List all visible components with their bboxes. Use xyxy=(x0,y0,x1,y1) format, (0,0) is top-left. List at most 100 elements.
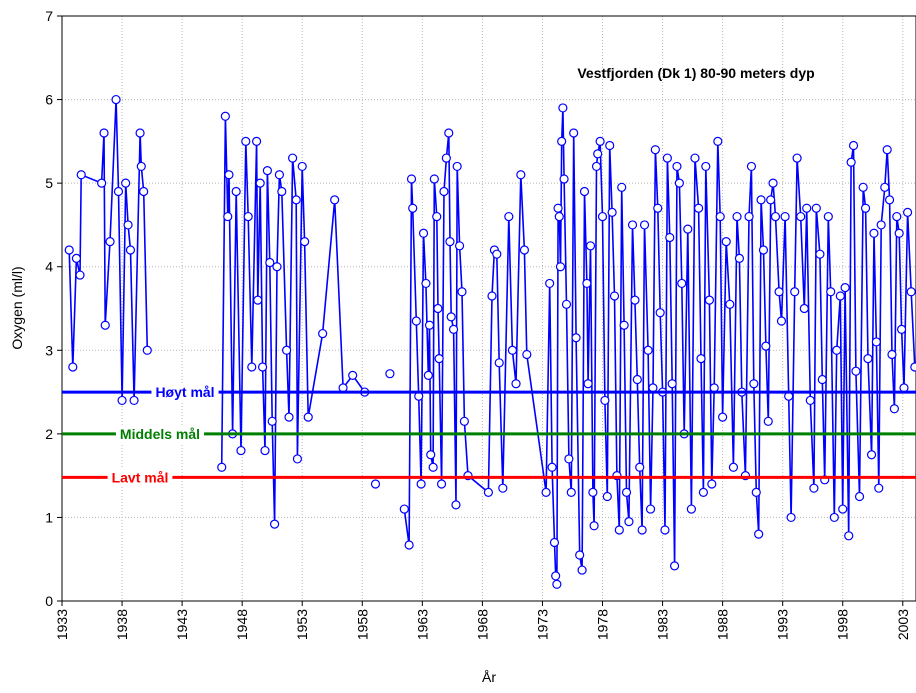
data-point xyxy=(561,299,572,309)
data-point xyxy=(796,211,806,222)
data-point xyxy=(571,333,581,343)
y-axis-label: Oxygen (ml/l) xyxy=(9,266,25,349)
reference-label: Lavt mål xyxy=(112,469,169,485)
data-point xyxy=(385,369,395,379)
x-tick-label: 1973 xyxy=(534,609,550,640)
data-point xyxy=(265,257,275,268)
data-point xyxy=(231,186,241,197)
data-point xyxy=(291,195,301,205)
data-point xyxy=(639,220,650,230)
data-point xyxy=(704,295,715,305)
y-tick-label: 7 xyxy=(45,8,53,24)
data-point xyxy=(555,262,566,272)
x-tick-label: 1968 xyxy=(474,609,490,640)
data-point xyxy=(300,237,310,247)
data-point xyxy=(860,203,871,213)
data-point xyxy=(251,136,262,146)
data-point xyxy=(650,145,660,155)
data-point xyxy=(551,571,561,581)
data-point xyxy=(823,211,833,222)
data-point xyxy=(255,178,265,188)
data-point xyxy=(621,487,632,497)
data-point xyxy=(558,103,568,113)
data-point xyxy=(792,153,802,163)
data-point xyxy=(896,324,907,334)
data-point xyxy=(236,445,246,456)
data-point xyxy=(829,512,839,523)
data-point xyxy=(136,161,146,172)
data-point xyxy=(554,211,564,222)
data-point xyxy=(439,186,449,197)
data-point xyxy=(780,211,790,222)
y-tick-label: 3 xyxy=(45,342,53,358)
data-point xyxy=(869,228,879,238)
data-point xyxy=(487,291,497,301)
data-point xyxy=(667,379,677,389)
data-point xyxy=(595,136,605,146)
data-point xyxy=(545,278,555,289)
data-point xyxy=(790,287,800,297)
data-point xyxy=(882,145,892,155)
data-point xyxy=(701,161,711,172)
x-tick-label: 1963 xyxy=(414,609,430,640)
data-point xyxy=(434,354,444,364)
data-point xyxy=(498,483,508,493)
data-point xyxy=(408,203,418,213)
data-point xyxy=(698,487,709,497)
data-point xyxy=(826,287,836,297)
x-tick-label: 1993 xyxy=(775,609,791,640)
data-point xyxy=(220,111,230,121)
data-point xyxy=(557,136,567,146)
x-tick-label: 1958 xyxy=(354,609,370,640)
x-tick-label: 1943 xyxy=(174,609,190,640)
data-point xyxy=(906,287,916,297)
data-point xyxy=(766,195,776,205)
data-point xyxy=(459,416,469,426)
data-point xyxy=(330,195,340,205)
data-point xyxy=(848,140,859,151)
data-point xyxy=(655,308,665,318)
data-point xyxy=(854,491,865,502)
data-point xyxy=(575,550,585,560)
y-tick-label: 6 xyxy=(45,92,53,108)
x-tick-label: 1948 xyxy=(234,609,250,640)
data-point xyxy=(665,232,675,243)
data-point xyxy=(889,404,899,414)
data-point xyxy=(593,149,603,159)
data-point xyxy=(718,412,728,422)
data-point xyxy=(129,395,139,406)
x-tick-label: 2003 xyxy=(895,609,911,640)
data-point xyxy=(284,412,294,422)
data-point xyxy=(846,157,856,167)
data-point xyxy=(76,170,86,180)
data-point xyxy=(715,211,725,222)
data-point xyxy=(348,370,358,380)
data-point xyxy=(910,362,916,372)
data-point xyxy=(282,345,292,355)
data-point xyxy=(446,312,456,322)
data-point xyxy=(370,479,381,489)
data-point xyxy=(902,207,913,217)
data-point xyxy=(516,170,526,180)
data-point xyxy=(511,379,521,389)
data-point xyxy=(690,153,700,163)
data-point xyxy=(589,521,599,531)
data-point xyxy=(754,529,764,539)
data-point xyxy=(100,320,110,330)
data-point xyxy=(732,211,742,222)
data-point xyxy=(272,262,282,272)
data-point xyxy=(725,299,735,309)
data-point xyxy=(541,487,551,497)
x-tick-label: 1933 xyxy=(54,609,70,640)
data-point xyxy=(844,531,854,541)
data-point xyxy=(547,462,557,472)
data-point xyxy=(448,324,459,334)
data-point xyxy=(761,341,771,351)
data-point xyxy=(880,182,890,192)
x-tick-label: 1978 xyxy=(595,609,611,640)
data-point xyxy=(411,316,421,326)
data-point xyxy=(660,525,670,535)
data-point xyxy=(602,491,612,502)
data-point xyxy=(262,166,272,176)
data-point xyxy=(105,237,115,247)
